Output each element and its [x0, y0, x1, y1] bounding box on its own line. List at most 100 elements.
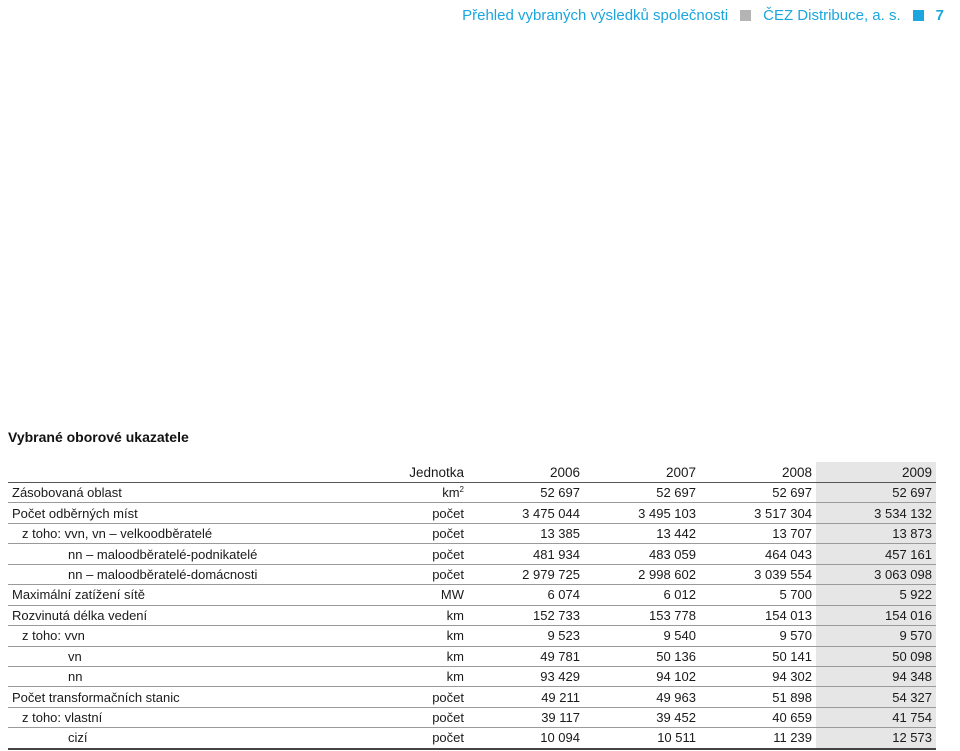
row-label: nn: [8, 666, 308, 688]
value-cell-2007: 9 540: [584, 625, 700, 647]
value-cell-2009: 5 922: [816, 584, 936, 606]
unit-text: MW: [440, 587, 464, 603]
value-cell-2009: 457 161: [816, 543, 936, 565]
value-cell-2007: 10 511: [584, 727, 700, 750]
value-cell-2007: 2 998 602: [584, 564, 700, 586]
value-cell-2008: 94 302: [700, 666, 816, 688]
row-label: Rozvinutá délka vedení: [8, 605, 308, 627]
value-cell-2008: 13 707: [700, 523, 816, 545]
indicators-table: Jednotka 2006 2007 2008 2009 Zásobovaná …: [8, 462, 936, 750]
unit-cell: počet: [308, 686, 468, 708]
table-row: Rozvinutá délka vedení km 152 733 153 778 15…: [8, 605, 936, 627]
unit-cell: km: [308, 605, 468, 627]
unit-cell: počet: [308, 543, 468, 565]
value-cell-2006: 9 523: [468, 625, 584, 647]
column-header-2006: 2006: [468, 462, 584, 483]
value-cell-2007: 6 012: [584, 584, 700, 606]
unit-text: km: [446, 607, 464, 623]
row-label: vn: [8, 646, 308, 667]
table-row: Počet transformačních stanic počet 49 211 4…: [8, 686, 936, 708]
value-cell-2007: 39 452: [584, 707, 700, 729]
row-label: Maximální zatížení sítě: [8, 584, 308, 606]
table-row: cizí počet 10 094 10 511 11 239 12 573: [8, 727, 936, 750]
unit-text: počet: [432, 566, 464, 582]
unit-text: km: [446, 648, 464, 664]
value-cell-2009: 12 573: [816, 727, 936, 750]
unit-text: počet: [432, 710, 464, 726]
grey-square-icon: [740, 9, 752, 21]
row-label: z toho: vvn: [8, 625, 308, 647]
unit-text: km: [446, 669, 464, 685]
unit-text: počet: [432, 730, 464, 746]
unit-text: počet: [432, 546, 464, 562]
value-cell-2006: 49 211: [468, 686, 584, 708]
value-cell-2008: 154 013: [700, 605, 816, 627]
table-row: z toho: vvn km 9 523 9 540 9 570 9 570: [8, 625, 936, 647]
table-row: z toho: vvn, vn – velkoodběratelé počet 13…: [8, 523, 936, 545]
value-cell-2007: 483 059: [584, 543, 700, 565]
unit-cell: MW: [308, 584, 468, 606]
value-cell-2007: 49 963: [584, 686, 700, 708]
value-cell-2008: 3 517 304: [700, 502, 816, 524]
value-cell-2007: 52 697: [584, 482, 700, 504]
value-cell-2009: 13 873: [816, 523, 936, 545]
company-name: ČEZ Distribuce, a. s.: [763, 6, 901, 24]
value-cell-2006: 10 094: [468, 727, 584, 750]
unit-text: počet: [432, 526, 464, 542]
unit-cell: km: [308, 646, 468, 667]
column-header-2008: 2008: [700, 462, 816, 483]
unit-cell: počet: [308, 707, 468, 729]
table-row: nn km 93 429 94 102 94 302 94 348: [8, 666, 936, 688]
row-label: Počet odběrných míst: [8, 502, 308, 524]
value-cell-2009: 3 063 098: [816, 564, 936, 586]
table-row: Maximální zatížení sítě MW 6 074 6 012 5 700…: [8, 584, 936, 606]
unit-cell: počet: [308, 564, 468, 586]
table-row: Zásobovaná oblast km2 52 697 52 697 52 697 52…: [8, 482, 936, 504]
value-cell-2008: 40 659: [700, 707, 816, 729]
value-cell-2008: 5 700: [700, 584, 816, 606]
table-header-row: Jednotka 2006 2007 2008 2009: [8, 462, 936, 483]
value-cell-2009: 94 348: [816, 666, 936, 688]
value-cell-2009: 41 754: [816, 707, 936, 729]
value-cell-2008: 52 697: [700, 482, 816, 504]
row-label: nn – maloodběratelé-domácnosti: [8, 564, 308, 586]
unit-superscript: 2: [459, 485, 464, 495]
unit-cell: počet: [308, 502, 468, 524]
row-label: z toho: vlastní: [8, 707, 308, 729]
unit-text: km: [442, 485, 460, 501]
value-cell-2009: 52 697: [816, 482, 936, 504]
value-cell-2006: 152 733: [468, 605, 584, 627]
table-row: z toho: vlastní počet 39 117 39 452 40 659 41…: [8, 707, 936, 729]
value-cell-2006: 49 781: [468, 646, 584, 667]
value-cell-2007: 94 102: [584, 666, 700, 688]
table-row: vn km 49 781 50 136 50 141 50 098: [8, 646, 936, 667]
value-cell-2008: 464 043: [700, 543, 816, 565]
column-header-label: [8, 462, 308, 483]
value-cell-2006: 93 429: [468, 666, 584, 688]
unit-cell: počet: [308, 523, 468, 545]
value-cell-2006: 13 385: [468, 523, 584, 545]
unit-cell: km2: [308, 482, 468, 504]
unit-text: km: [446, 628, 464, 644]
unit-cell: km: [308, 625, 468, 647]
value-cell-2006: 52 697: [468, 482, 584, 504]
value-cell-2009: 154 016: [816, 605, 936, 627]
blue-square-icon: [912, 9, 924, 21]
value-cell-2008: 11 239: [700, 727, 816, 750]
page-number: 7: [935, 6, 944, 24]
page-header: Přehled vybraných výsledků společnosti Č…: [462, 4, 944, 26]
value-cell-2007: 3 495 103: [584, 502, 700, 524]
row-label: Počet transformačních stanic: [8, 686, 308, 708]
row-label: z toho: vvn, vn – velkoodběratelé: [8, 523, 308, 545]
value-cell-2009: 54 327: [816, 686, 936, 708]
unit-text: počet: [432, 689, 464, 705]
value-cell-2006: 3 475 044: [468, 502, 584, 524]
table-row: Počet odběrných míst počet 3 475 044 3 495 …: [8, 502, 936, 524]
value-cell-2006: 6 074: [468, 584, 584, 606]
value-cell-2009: 50 098: [816, 646, 936, 667]
value-cell-2006: 2 979 725: [468, 564, 584, 586]
row-label: nn – maloodběratelé-podnikatelé: [8, 543, 308, 565]
unit-text: počet: [432, 505, 464, 521]
value-cell-2006: 39 117: [468, 707, 584, 729]
value-cell-2009: 3 534 132: [816, 502, 936, 524]
